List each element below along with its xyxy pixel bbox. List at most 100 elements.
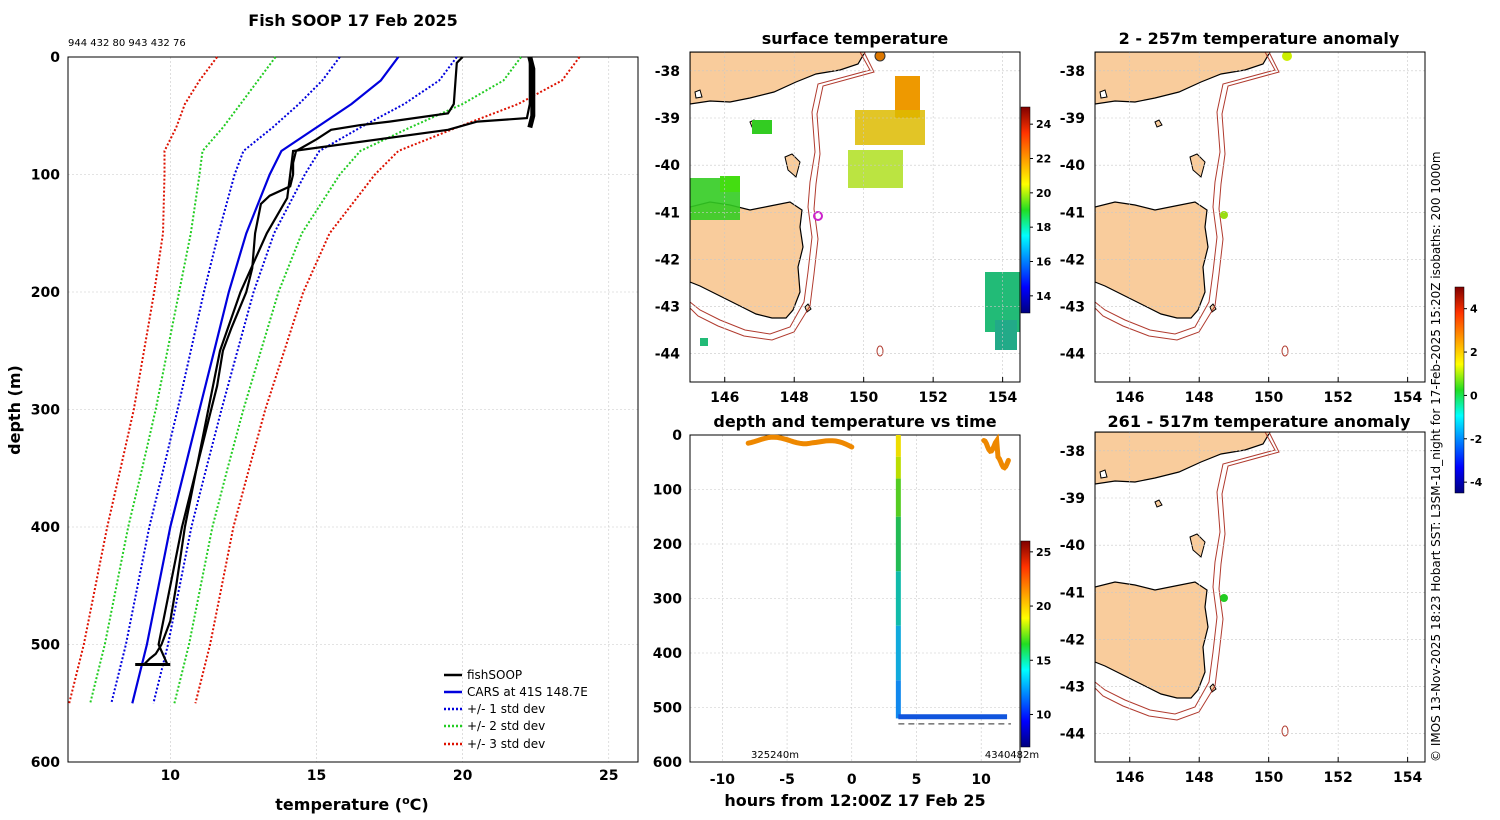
profile-x-tick: 25 bbox=[599, 768, 618, 784]
profile-y-tick: 500 bbox=[31, 638, 60, 654]
anomaly-lower-y-tick: -42 bbox=[1060, 632, 1085, 648]
profile-panel: Fish SOOP 17 Feb 2025 944 432 80 943 432… bbox=[5, 11, 639, 814]
time-end-label: 4340482m bbox=[985, 750, 1039, 761]
anomaly-upper-y-tick: -41 bbox=[1060, 205, 1085, 221]
anomaly-lower-x-tick: 146 bbox=[1115, 770, 1144, 786]
profile-y-tick: 400 bbox=[31, 520, 60, 536]
time-grid bbox=[690, 434, 1020, 763]
legend-fishsoop: fishSOOP bbox=[467, 668, 522, 682]
anomaly-upper-y-tick: -44 bbox=[1060, 347, 1086, 363]
time-colorbar-tick: 20 bbox=[1036, 600, 1052, 613]
sst-colorbar-ticks: 14 16 18 20 22 24 bbox=[1030, 118, 1052, 303]
anomaly-lower-y-tick: -43 bbox=[1060, 680, 1085, 696]
time-colorbar-tick: 15 bbox=[1036, 654, 1051, 667]
legend-sd1: +/- 1 std dev bbox=[467, 702, 545, 716]
time-y-tick: 300 bbox=[653, 592, 682, 608]
profile-y-tick: 200 bbox=[31, 285, 60, 301]
anomaly-upper-x-tick: 152 bbox=[1324, 390, 1353, 406]
anomaly-lower-title: 261 - 517m temperature anomaly bbox=[1108, 412, 1411, 431]
time-recovery-track bbox=[981, 433, 1011, 471]
time-x-label: hours from 12:00Z 17 Feb 25 bbox=[724, 791, 985, 810]
sst-colorbar-tick: 20 bbox=[1036, 187, 1052, 200]
sst-y-tick: -41 bbox=[655, 205, 680, 221]
anomaly-lower-landmass bbox=[1095, 432, 1289, 737]
profile-y-label: depth (m) bbox=[5, 365, 24, 455]
sst-axes bbox=[689, 51, 1021, 383]
profile-series bbox=[68, 56, 581, 704]
time-y-tick: 400 bbox=[653, 646, 682, 662]
profile-y-tick: 600 bbox=[31, 755, 60, 771]
anomaly-upper-y-tick: -38 bbox=[1060, 64, 1085, 80]
profile-grid bbox=[68, 56, 638, 763]
legend-sd2: +/- 2 std dev bbox=[467, 719, 545, 733]
time-colorbar-ticks: 10 15 20 25 bbox=[1030, 546, 1052, 721]
anomaly-lower-x-tick: 148 bbox=[1185, 770, 1214, 786]
anomaly-colorbar-ticks: 4 2 0 -2 -4 bbox=[1464, 303, 1483, 489]
legend-cars: CARS at 41S 148.7E bbox=[467, 685, 588, 699]
profile-sd2-lower bbox=[89, 56, 277, 704]
sst-x-tick: 148 bbox=[780, 390, 809, 406]
profile-fishsoop-down bbox=[143, 56, 464, 666]
time-y-tick: 0 bbox=[672, 428, 682, 444]
profile-sd3-upper bbox=[194, 56, 581, 704]
profile-legend: fishSOOP CARS at 41S 148.7E +/- 1 std de… bbox=[444, 668, 588, 751]
anomaly-upper-panel: 2 - 257m temperature anomaly 146 148 150 15… bbox=[1060, 29, 1426, 406]
sst-colorbar-tick: 18 bbox=[1036, 221, 1051, 234]
anomaly-lower-ship-marker bbox=[1220, 594, 1228, 602]
anomaly-upper-y-tick: -42 bbox=[1060, 252, 1085, 268]
sst-colorbar-tick: 16 bbox=[1036, 256, 1052, 269]
sst-y-tick: -43 bbox=[655, 300, 680, 316]
profile-y-tick: 300 bbox=[31, 403, 60, 419]
sst-grid bbox=[690, 52, 1020, 382]
time-x-tick: 0 bbox=[847, 772, 857, 788]
sst-patch-west-2 bbox=[720, 176, 740, 192]
time-series bbox=[745, 433, 1011, 725]
time-x-tick: 5 bbox=[912, 772, 922, 788]
anomaly-upper-y-tick: -40 bbox=[1060, 158, 1086, 174]
sst-x-tick: 154 bbox=[988, 390, 1017, 406]
time-panel: depth and temperature vs time -10 -5 0 5 100… bbox=[653, 412, 1052, 810]
sst-y-tick: -38 bbox=[655, 64, 680, 80]
anomaly-lower-x-tick: 154 bbox=[1393, 770, 1422, 786]
time-colorbar-tick: 25 bbox=[1036, 546, 1051, 559]
credit-text: © IMOS 13-Nov-2025 18:23 Hobart SST: L3S… bbox=[1429, 151, 1443, 762]
anomaly-upper-ticks: 146 148 150 152 154 -38 -39 -40 -41 -42 -43 -44 bbox=[1060, 64, 1423, 406]
anomaly-lower-ticks: 146 148 150 152 154 -38 -39 -40 -41 -42 -43 -44 bbox=[1060, 444, 1423, 786]
anomaly-lower-y-tick: -38 bbox=[1060, 444, 1085, 460]
sst-ticks: 146 148 150 152 154 -38 -39 -40 -41 -42 -43 -44 bbox=[655, 64, 1018, 406]
anomaly-lower-grid bbox=[1095, 432, 1425, 762]
sst-x-tick: 146 bbox=[710, 390, 739, 406]
time-colorbar bbox=[1020, 540, 1031, 748]
anomaly-colorbar-tick: 2 bbox=[1470, 346, 1478, 359]
anomaly-colorbar-tick: -4 bbox=[1470, 476, 1483, 489]
profile-cars-line bbox=[131, 56, 400, 704]
profile-y-tick: 100 bbox=[31, 168, 60, 184]
time-y-tick: 500 bbox=[653, 701, 682, 717]
anomaly-upper-title: 2 - 257m temperature anomaly bbox=[1119, 29, 1400, 48]
time-y-tick: 200 bbox=[653, 537, 682, 553]
sst-patches bbox=[690, 76, 1020, 350]
anomaly-upper-y-tick: -43 bbox=[1060, 300, 1085, 316]
anomaly-lower-panel: 261 - 517m temperature anomaly 146 148 150… bbox=[1060, 286, 1483, 786]
time-x-tick: -5 bbox=[779, 772, 795, 788]
sst-north-marker bbox=[874, 52, 886, 62]
anomaly-upper-x-tick: 154 bbox=[1393, 390, 1422, 406]
anomaly-upper-x-tick: 146 bbox=[1115, 390, 1144, 406]
profile-header-codes: 944 432 80 943 432 76 bbox=[68, 38, 186, 49]
anomaly-upper-axes bbox=[1094, 51, 1426, 383]
profile-x-tick: 10 bbox=[161, 768, 181, 784]
anomaly-lower-y-tick: -41 bbox=[1060, 585, 1085, 601]
time-y-tick: 600 bbox=[653, 755, 682, 771]
anomaly-upper-landmass bbox=[1095, 52, 1289, 357]
sst-colorbar-tick: 24 bbox=[1036, 118, 1052, 131]
anomaly-lower-y-tick: -39 bbox=[1060, 491, 1085, 507]
anomaly-upper-x-tick: 150 bbox=[1254, 390, 1283, 406]
sst-patch-east-coast bbox=[848, 150, 903, 188]
sst-y-tick: -39 bbox=[655, 111, 680, 127]
time-x-tick: -10 bbox=[710, 772, 736, 788]
profile-y-tick: 0 bbox=[50, 50, 60, 66]
anomaly-lower-axes bbox=[1094, 431, 1426, 763]
sst-colorbar-tick: 14 bbox=[1036, 290, 1052, 303]
